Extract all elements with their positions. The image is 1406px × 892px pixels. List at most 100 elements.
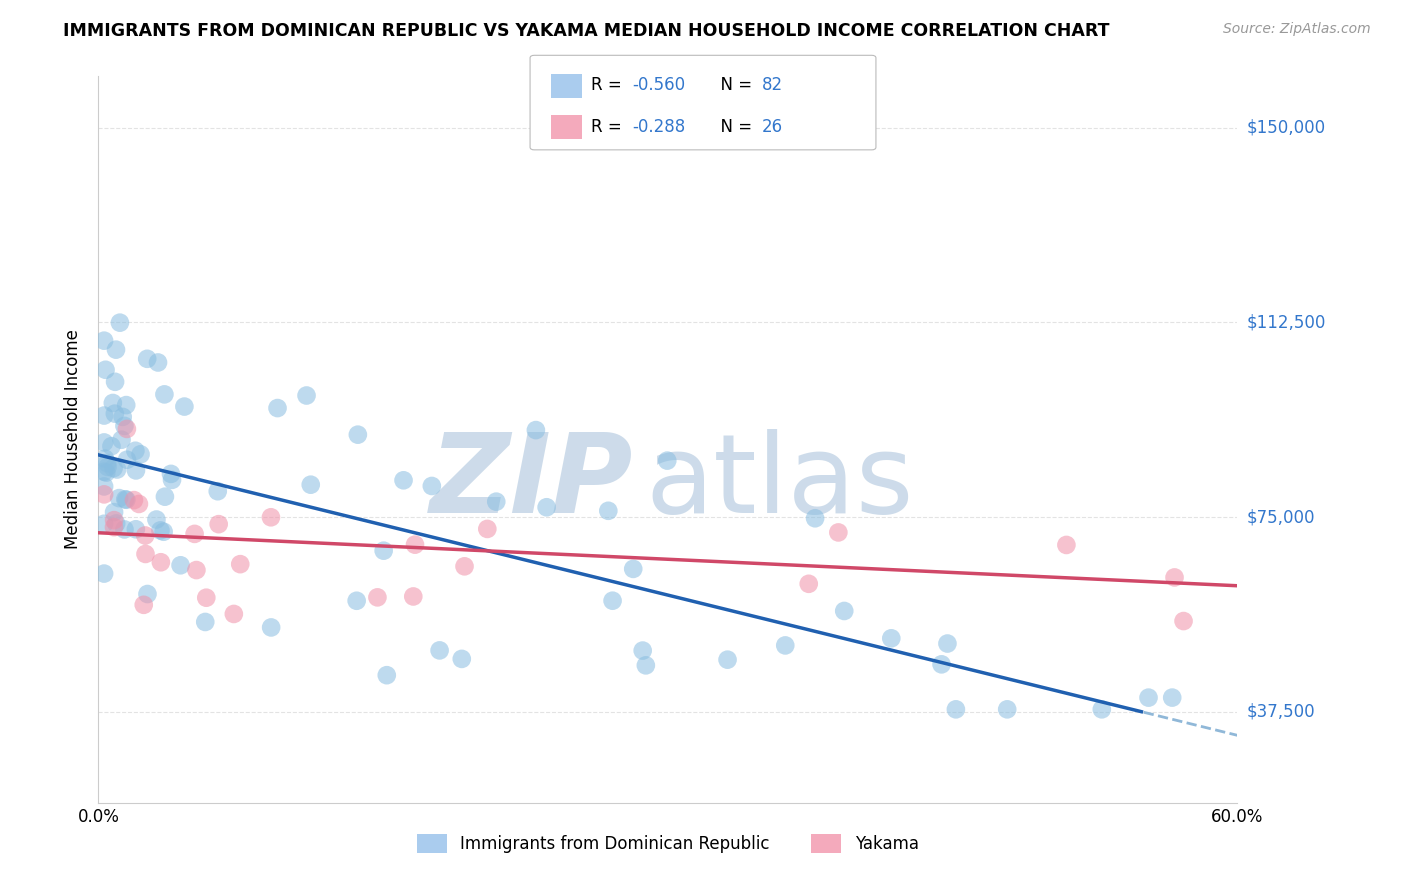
Point: [132, 598, 155, 612]
Point: [115, 398, 138, 412]
Point: [111, 409, 134, 424]
Text: Source: ZipAtlas.com: Source: ZipAtlas.com: [1223, 22, 1371, 37]
Point: [104, 375, 127, 389]
Point: [129, 447, 152, 461]
Point: [375, 668, 398, 682]
Point: [103, 520, 125, 534]
Point: [160, 473, 183, 487]
Point: [1173, 614, 1195, 628]
Point: [93, 487, 115, 501]
Point: [134, 547, 156, 561]
Text: ZIP: ZIP: [430, 429, 634, 536]
Point: [105, 462, 128, 476]
Point: [775, 639, 797, 653]
Point: [194, 615, 217, 629]
Point: [125, 463, 148, 477]
Point: [598, 504, 620, 518]
Point: [122, 493, 145, 508]
Point: [93, 465, 115, 479]
Point: [631, 643, 654, 657]
Point: [152, 524, 174, 539]
Point: [103, 461, 125, 475]
Point: [222, 607, 245, 621]
Y-axis label: Median Household Income: Median Household Income: [65, 329, 83, 549]
Point: [97, 459, 120, 474]
Point: [169, 558, 191, 573]
Point: [94, 363, 117, 377]
Point: [485, 494, 508, 508]
Point: [93, 409, 115, 423]
Point: [208, 517, 231, 532]
Point: [402, 590, 425, 604]
Point: [832, 604, 855, 618]
Point: [115, 452, 138, 467]
Text: 82: 82: [762, 76, 783, 95]
Point: [145, 512, 167, 526]
Point: [114, 418, 136, 433]
Point: [128, 497, 150, 511]
Point: [260, 620, 283, 634]
Text: R =: R =: [591, 76, 627, 95]
Point: [716, 653, 738, 667]
Text: IMMIGRANTS FROM DOMINICAN REPUBLIC VS YAKAMA MEDIAN HOUSEHOLD INCOME CORRELATION: IMMIGRANTS FROM DOMINICAN REPUBLIC VS YA…: [63, 22, 1109, 40]
Text: N =: N =: [710, 76, 758, 95]
Point: [995, 702, 1018, 716]
Text: $150,000: $150,000: [1247, 119, 1326, 136]
Text: $75,000: $75,000: [1247, 508, 1315, 526]
Point: [103, 505, 125, 519]
Text: $112,500: $112,500: [1247, 313, 1326, 332]
Point: [392, 473, 415, 487]
Point: [104, 407, 127, 421]
Point: [94, 451, 117, 466]
Text: 26: 26: [762, 118, 783, 136]
Point: [366, 591, 388, 605]
Point: [93, 479, 115, 493]
Point: [93, 334, 115, 348]
Point: [124, 443, 146, 458]
Text: N =: N =: [710, 118, 758, 136]
Point: [115, 422, 138, 436]
Point: [453, 559, 475, 574]
Point: [524, 423, 547, 437]
Point: [634, 658, 657, 673]
Point: [373, 543, 395, 558]
Point: [110, 433, 132, 447]
Point: [404, 538, 426, 552]
Point: [229, 557, 252, 571]
Point: [299, 477, 322, 491]
Point: [173, 400, 195, 414]
Point: [207, 484, 229, 499]
Point: [134, 528, 156, 542]
Point: [657, 453, 679, 467]
Point: [101, 396, 124, 410]
Point: [260, 510, 283, 524]
Text: atlas: atlas: [645, 429, 914, 536]
Point: [153, 490, 176, 504]
Point: [429, 643, 451, 657]
Point: [96, 456, 118, 470]
Point: [153, 387, 176, 401]
Point: [96, 466, 118, 480]
Point: [797, 576, 820, 591]
Point: [108, 316, 131, 330]
Point: [827, 525, 849, 540]
Point: [266, 401, 288, 415]
Point: [93, 516, 115, 531]
Point: [477, 522, 499, 536]
Point: [346, 594, 368, 608]
Point: [115, 492, 138, 507]
Text: $37,500: $37,500: [1247, 703, 1316, 721]
Point: [125, 522, 148, 536]
Point: [105, 516, 128, 531]
Point: [114, 523, 136, 537]
Point: [195, 591, 218, 605]
Legend: Immigrants from Dominican Republic, Yakama: Immigrants from Dominican Republic, Yaka…: [411, 827, 925, 860]
Point: [295, 388, 318, 402]
Point: [1163, 570, 1185, 584]
Point: [536, 500, 558, 515]
Point: [1091, 702, 1114, 716]
Text: -0.560: -0.560: [633, 76, 686, 95]
Point: [93, 435, 115, 450]
Point: [880, 632, 903, 646]
Point: [146, 355, 169, 369]
